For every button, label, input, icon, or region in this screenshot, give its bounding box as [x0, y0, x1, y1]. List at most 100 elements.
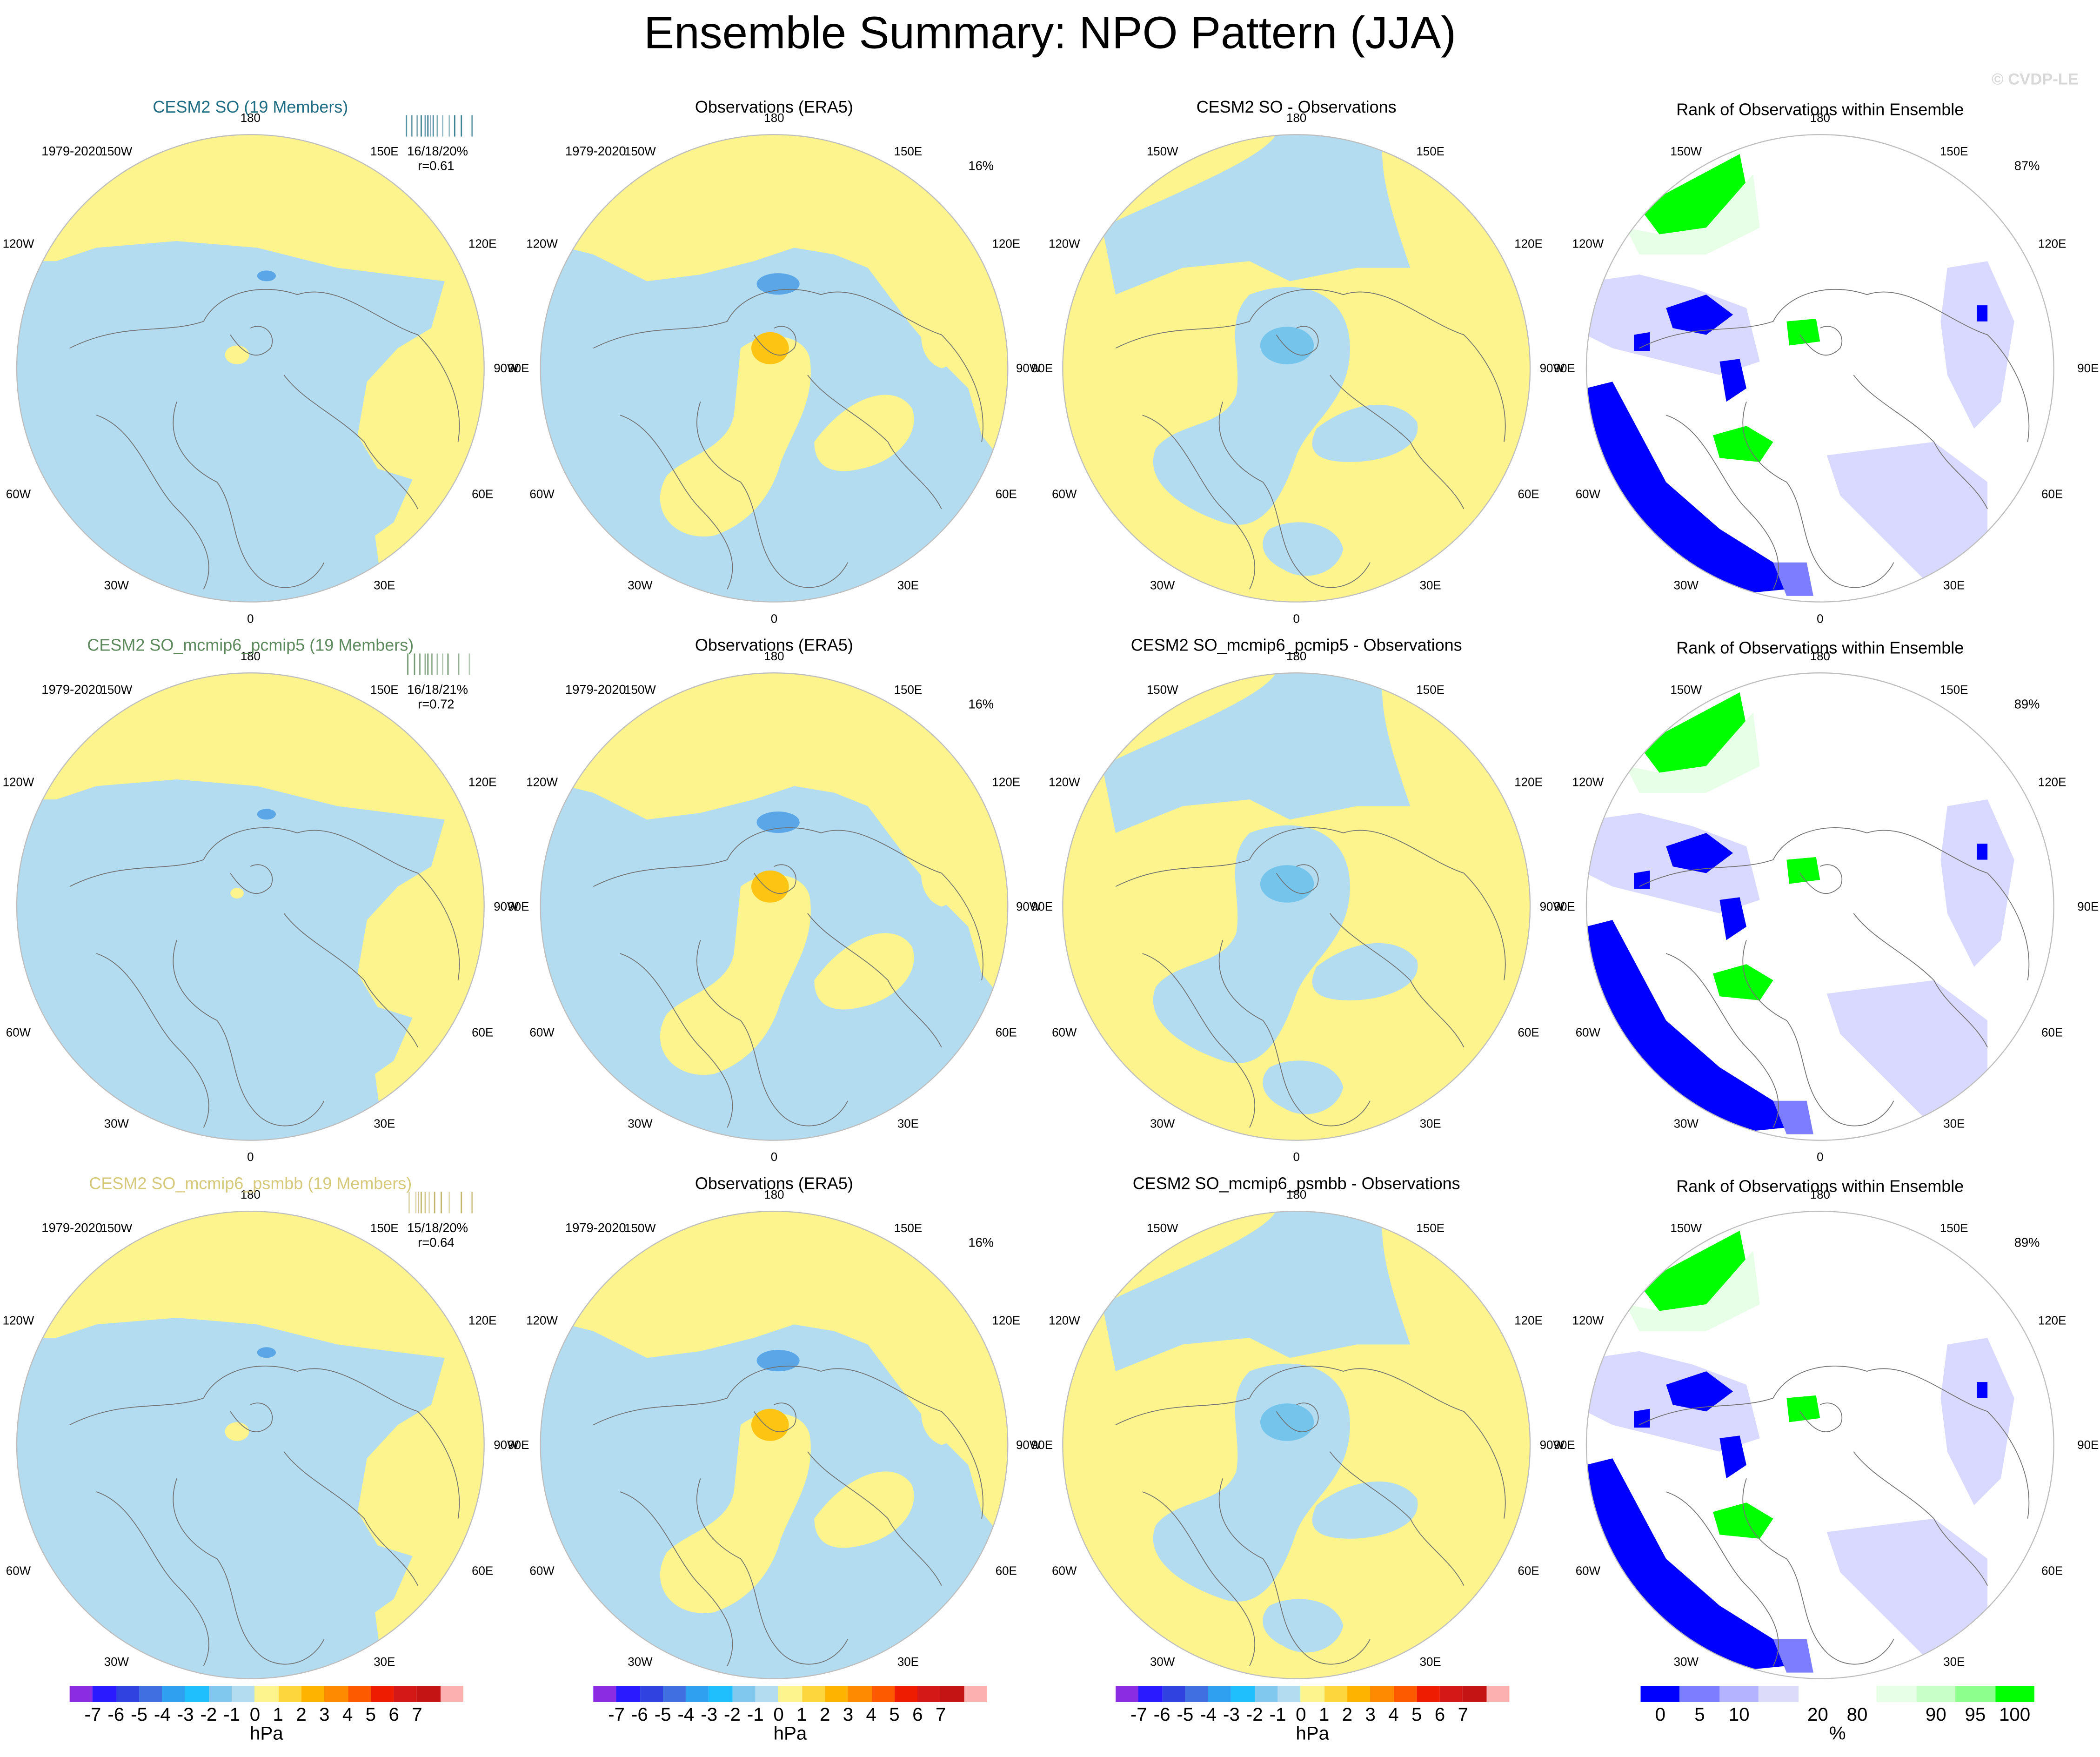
longitude-label: 120E [2038, 236, 2067, 250]
colorbar-tick: -5 [131, 1703, 147, 1725]
member-bar [416, 115, 418, 137]
longitude-label: 30E [374, 578, 395, 592]
colorbar-swatch [1185, 1686, 1209, 1702]
colorbar-swatch [709, 1686, 733, 1702]
longitude-label: 180 [764, 111, 784, 125]
colorbar-swatch [1324, 1686, 1347, 1702]
colorbar-tick: -5 [1177, 1703, 1194, 1725]
colorbar-tick: -3 [177, 1703, 194, 1725]
longitude-label: 150E [1416, 1221, 1445, 1235]
longitude-label: 120W [2, 236, 34, 250]
rank-map-panel [1585, 134, 2054, 603]
colorbar-tick: 1 [1318, 1703, 1330, 1725]
colorbar-swatch [894, 1686, 918, 1702]
colorbar-swatch [208, 1686, 232, 1702]
member-bar [471, 115, 473, 137]
period-label: 1979-2020 [565, 1221, 626, 1236]
colorbar-tick: 1 [796, 1703, 807, 1725]
colorbar-tick: 5 [365, 1703, 376, 1725]
colorbar-unit: hPa [773, 1722, 807, 1744]
longitude-label: 30E [374, 1117, 395, 1130]
pct-label: 16% [968, 697, 994, 713]
longitude-label: 60E [1518, 1025, 1539, 1039]
longitude-label: 30W [1150, 1117, 1175, 1130]
diff-map-panel [1062, 672, 1531, 1141]
longitude-label: 60W [1052, 1025, 1077, 1039]
member-bar [424, 1192, 426, 1214]
longitude-label: 120E [468, 774, 497, 788]
longitude-label: 0 [247, 1150, 254, 1164]
longitude-label: 30W [1150, 1655, 1175, 1669]
longitude-label: 60W [6, 487, 31, 500]
longitude-label: 0 [247, 612, 254, 626]
colorbar-tick: 0 [1296, 1703, 1306, 1725]
colorbar-swatch [1798, 1686, 1838, 1702]
longitude-label: 30E [374, 1655, 395, 1669]
member-bar [458, 653, 460, 675]
longitude-label: 150E [370, 144, 399, 158]
member-bar [468, 653, 470, 675]
longitude-label: 120W [1048, 774, 1080, 788]
longitude-label: 150E [1416, 683, 1445, 697]
colorbar-unit: hPa [1296, 1722, 1330, 1744]
longitude-label: 120E [1514, 774, 1543, 788]
longitude-label: 60E [2041, 1025, 2063, 1039]
colorbar-tick: 3 [319, 1703, 330, 1725]
colorbar-swatch [69, 1686, 93, 1702]
longitude-label: 180 [764, 649, 784, 663]
member-bar [454, 115, 455, 137]
period-label: 1979-2020 [565, 683, 626, 698]
period-label: 1979-2020 [41, 144, 103, 160]
member-bar [407, 653, 409, 675]
colorbar-swatch [1759, 1686, 1799, 1702]
longitude-label: 90E [1031, 900, 1053, 913]
longitude-label: 30W [628, 1117, 653, 1130]
colorbar-swatch [162, 1686, 186, 1702]
colorbar-tick: 95 [1965, 1703, 1986, 1725]
colorbar-tick: 5 [889, 1703, 900, 1725]
longitude-label: 180 [240, 1187, 261, 1201]
colorbar-tick: 5 [1694, 1703, 1705, 1725]
diff-title: CESM2 SO - Observations [1196, 98, 1397, 117]
longitude-label: 60W [6, 1025, 31, 1039]
longitude-label: 90W [1539, 900, 1565, 913]
longitude-label: 90W [1539, 1438, 1565, 1452]
longitude-label: 120W [526, 1313, 558, 1327]
longitude-label: 30E [1943, 1655, 1965, 1669]
member-bar [408, 1192, 410, 1214]
longitude-label: 180 [1286, 111, 1307, 125]
rank-title: Rank of Observations within Ensemble [1676, 1177, 1964, 1196]
colorbar-tick: -7 [1130, 1703, 1147, 1725]
colorbar-swatch [440, 1686, 464, 1702]
member-bar [436, 653, 438, 675]
colorbar-swatch [278, 1686, 301, 1702]
member-bar [420, 1192, 422, 1214]
longitude-label: 90E [1553, 1438, 1575, 1452]
rank-title: Rank of Observations within Ensemble [1676, 638, 1964, 658]
colorbar-tick: 0 [1655, 1703, 1666, 1725]
member-distribution-bars [402, 653, 480, 675]
colorbar-tick: -5 [654, 1703, 671, 1725]
colorbar-swatch [232, 1686, 255, 1702]
longitude-label: 90E [1553, 900, 1575, 913]
obs-title: Observations (ERA5) [695, 1174, 853, 1194]
colorbar-swatch [755, 1686, 779, 1702]
member-bar [461, 115, 462, 137]
colorbar-tick: 3 [1365, 1703, 1376, 1725]
member-bar [424, 115, 426, 137]
longitude-label: 150E [894, 144, 923, 158]
colorbar-tick: -3 [1223, 1703, 1240, 1725]
longitude-label: 120W [1572, 774, 1604, 788]
pct-label: 16% [968, 159, 994, 174]
member-bar [415, 1192, 417, 1214]
member-distribution-bars [402, 1192, 480, 1214]
longitude-label: 0 [1293, 1150, 1300, 1164]
longitude-label: 30E [897, 1117, 919, 1130]
rank-map-panel [1585, 672, 2054, 1141]
colorbar-tick: -1 [747, 1703, 764, 1725]
longitude-label: 60E [1518, 487, 1539, 500]
colorbar-tick: 2 [819, 1703, 830, 1725]
colorbar-tick: 2 [296, 1703, 307, 1725]
colorbar-tick: 7 [935, 1703, 946, 1725]
